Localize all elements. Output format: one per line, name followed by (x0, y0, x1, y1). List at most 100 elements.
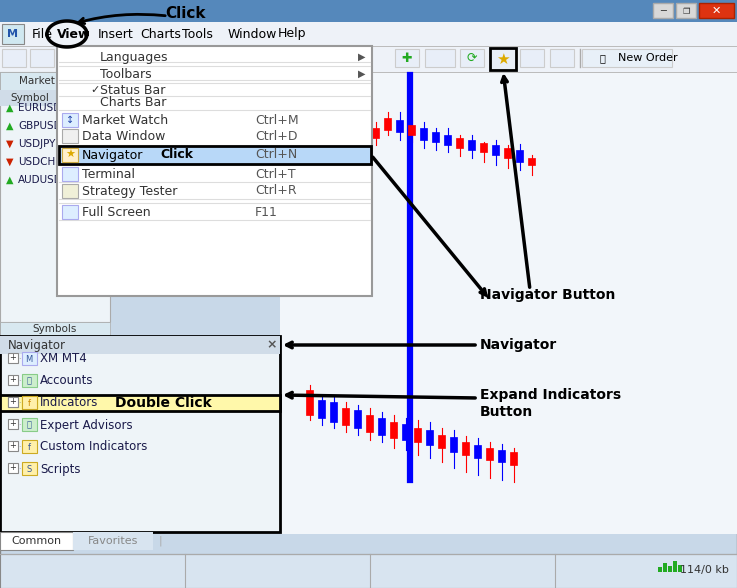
Text: ★: ★ (65, 150, 75, 160)
Bar (200, 49, 224, 67)
Bar (366, 415, 374, 432)
Bar (349, 122, 355, 132)
Text: Symbols: Symbols (33, 324, 77, 334)
Bar (414, 428, 422, 442)
Bar (395, 49, 419, 67)
Bar (658, 567, 662, 572)
Bar (0, 46, 737, 72)
Text: |: | (158, 536, 162, 546)
Bar (668, 566, 672, 572)
Text: Terminal: Terminal (82, 168, 135, 181)
Bar (582, 49, 672, 67)
Bar (463, 442, 469, 455)
Bar (505, 148, 511, 158)
Bar (57, 46, 372, 296)
Bar (0, 532, 73, 550)
Bar (8, 463, 18, 473)
Text: ⟳: ⟳ (467, 52, 478, 65)
Text: S: S (27, 465, 32, 473)
Bar (490, 48, 516, 70)
Bar (360, 122, 368, 135)
Text: ✓: ✓ (90, 85, 99, 95)
Text: ▶: ▶ (358, 69, 366, 79)
Bar (120, 49, 144, 67)
Text: +: + (10, 397, 16, 406)
Text: Status Bar: Status Bar (100, 83, 165, 96)
Text: 114/0 kb: 114/0 kb (680, 565, 729, 575)
Bar (699, 3, 734, 18)
Bar (475, 445, 481, 458)
Bar (30, 49, 54, 67)
Text: 👥: 👥 (27, 420, 32, 429)
Bar (676, 3, 696, 18)
Bar (8, 397, 18, 407)
Text: Navigator: Navigator (82, 149, 144, 162)
Text: Help: Help (278, 28, 307, 41)
Bar (460, 49, 484, 67)
Text: Navigator: Navigator (480, 338, 557, 352)
Text: Full Screen: Full Screen (82, 205, 150, 219)
Bar (22, 396, 37, 409)
Bar (0, 22, 737, 46)
Text: F11: F11 (255, 205, 278, 219)
Bar (62, 148, 78, 162)
Bar (22, 462, 37, 475)
Bar (280, 72, 737, 534)
Bar (379, 418, 385, 435)
Bar (0, 554, 737, 588)
Text: ▼: ▼ (6, 157, 13, 167)
Text: Ctrl+M: Ctrl+M (255, 113, 298, 126)
Text: +: + (10, 397, 16, 406)
Text: Favorites: Favorites (88, 536, 138, 546)
Bar (444, 135, 452, 145)
Text: Data Window: Data Window (82, 131, 165, 143)
Text: +: + (10, 419, 16, 429)
Text: +: + (10, 376, 16, 385)
Text: +: + (10, 353, 16, 362)
Bar (8, 419, 18, 429)
Text: Double Click: Double Click (115, 396, 212, 410)
Text: Click: Click (160, 149, 193, 162)
Bar (22, 396, 37, 409)
Bar (385, 118, 391, 130)
Text: Ctrl+D: Ctrl+D (255, 131, 298, 143)
Text: Market Watch: Market Watch (82, 113, 168, 126)
Text: File: File (32, 28, 53, 41)
Bar (62, 205, 78, 219)
Bar (427, 430, 433, 445)
Bar (486, 448, 494, 460)
Text: Scripts: Scripts (40, 463, 80, 476)
Text: M: M (25, 355, 32, 363)
Text: ▲: ▲ (6, 175, 13, 185)
Text: Strategy Tester: Strategy Tester (82, 185, 178, 198)
Bar (520, 49, 544, 67)
Text: ❐: ❐ (682, 6, 690, 15)
Bar (673, 561, 677, 572)
Bar (22, 418, 37, 431)
Text: Button: Button (480, 405, 534, 419)
Text: Symbol: Symbol (10, 93, 49, 103)
Bar (391, 422, 397, 438)
Bar (397, 120, 403, 132)
Text: Languages: Languages (100, 51, 169, 64)
Bar (498, 450, 506, 462)
Bar (0, 395, 280, 411)
Text: EURUSD: EURUSD (18, 103, 61, 113)
Bar (439, 435, 445, 448)
Bar (8, 375, 18, 385)
Text: ×: × (267, 339, 277, 352)
Text: USDJPY: USDJPY (18, 139, 55, 149)
Text: ▶: ▶ (358, 52, 366, 62)
Text: Insert: Insert (98, 28, 133, 41)
Bar (511, 452, 517, 465)
Text: Indicators: Indicators (40, 396, 98, 409)
Bar (433, 132, 439, 142)
Text: GBPUSD: GBPUSD (18, 121, 62, 131)
Bar (62, 129, 78, 143)
Text: View: View (57, 28, 91, 41)
Bar (550, 49, 574, 67)
Bar (421, 128, 427, 140)
Text: Ctrl+T: Ctrl+T (255, 168, 296, 181)
Text: Ctrl+N: Ctrl+N (255, 149, 297, 162)
Text: XM MT4: XM MT4 (40, 352, 87, 366)
